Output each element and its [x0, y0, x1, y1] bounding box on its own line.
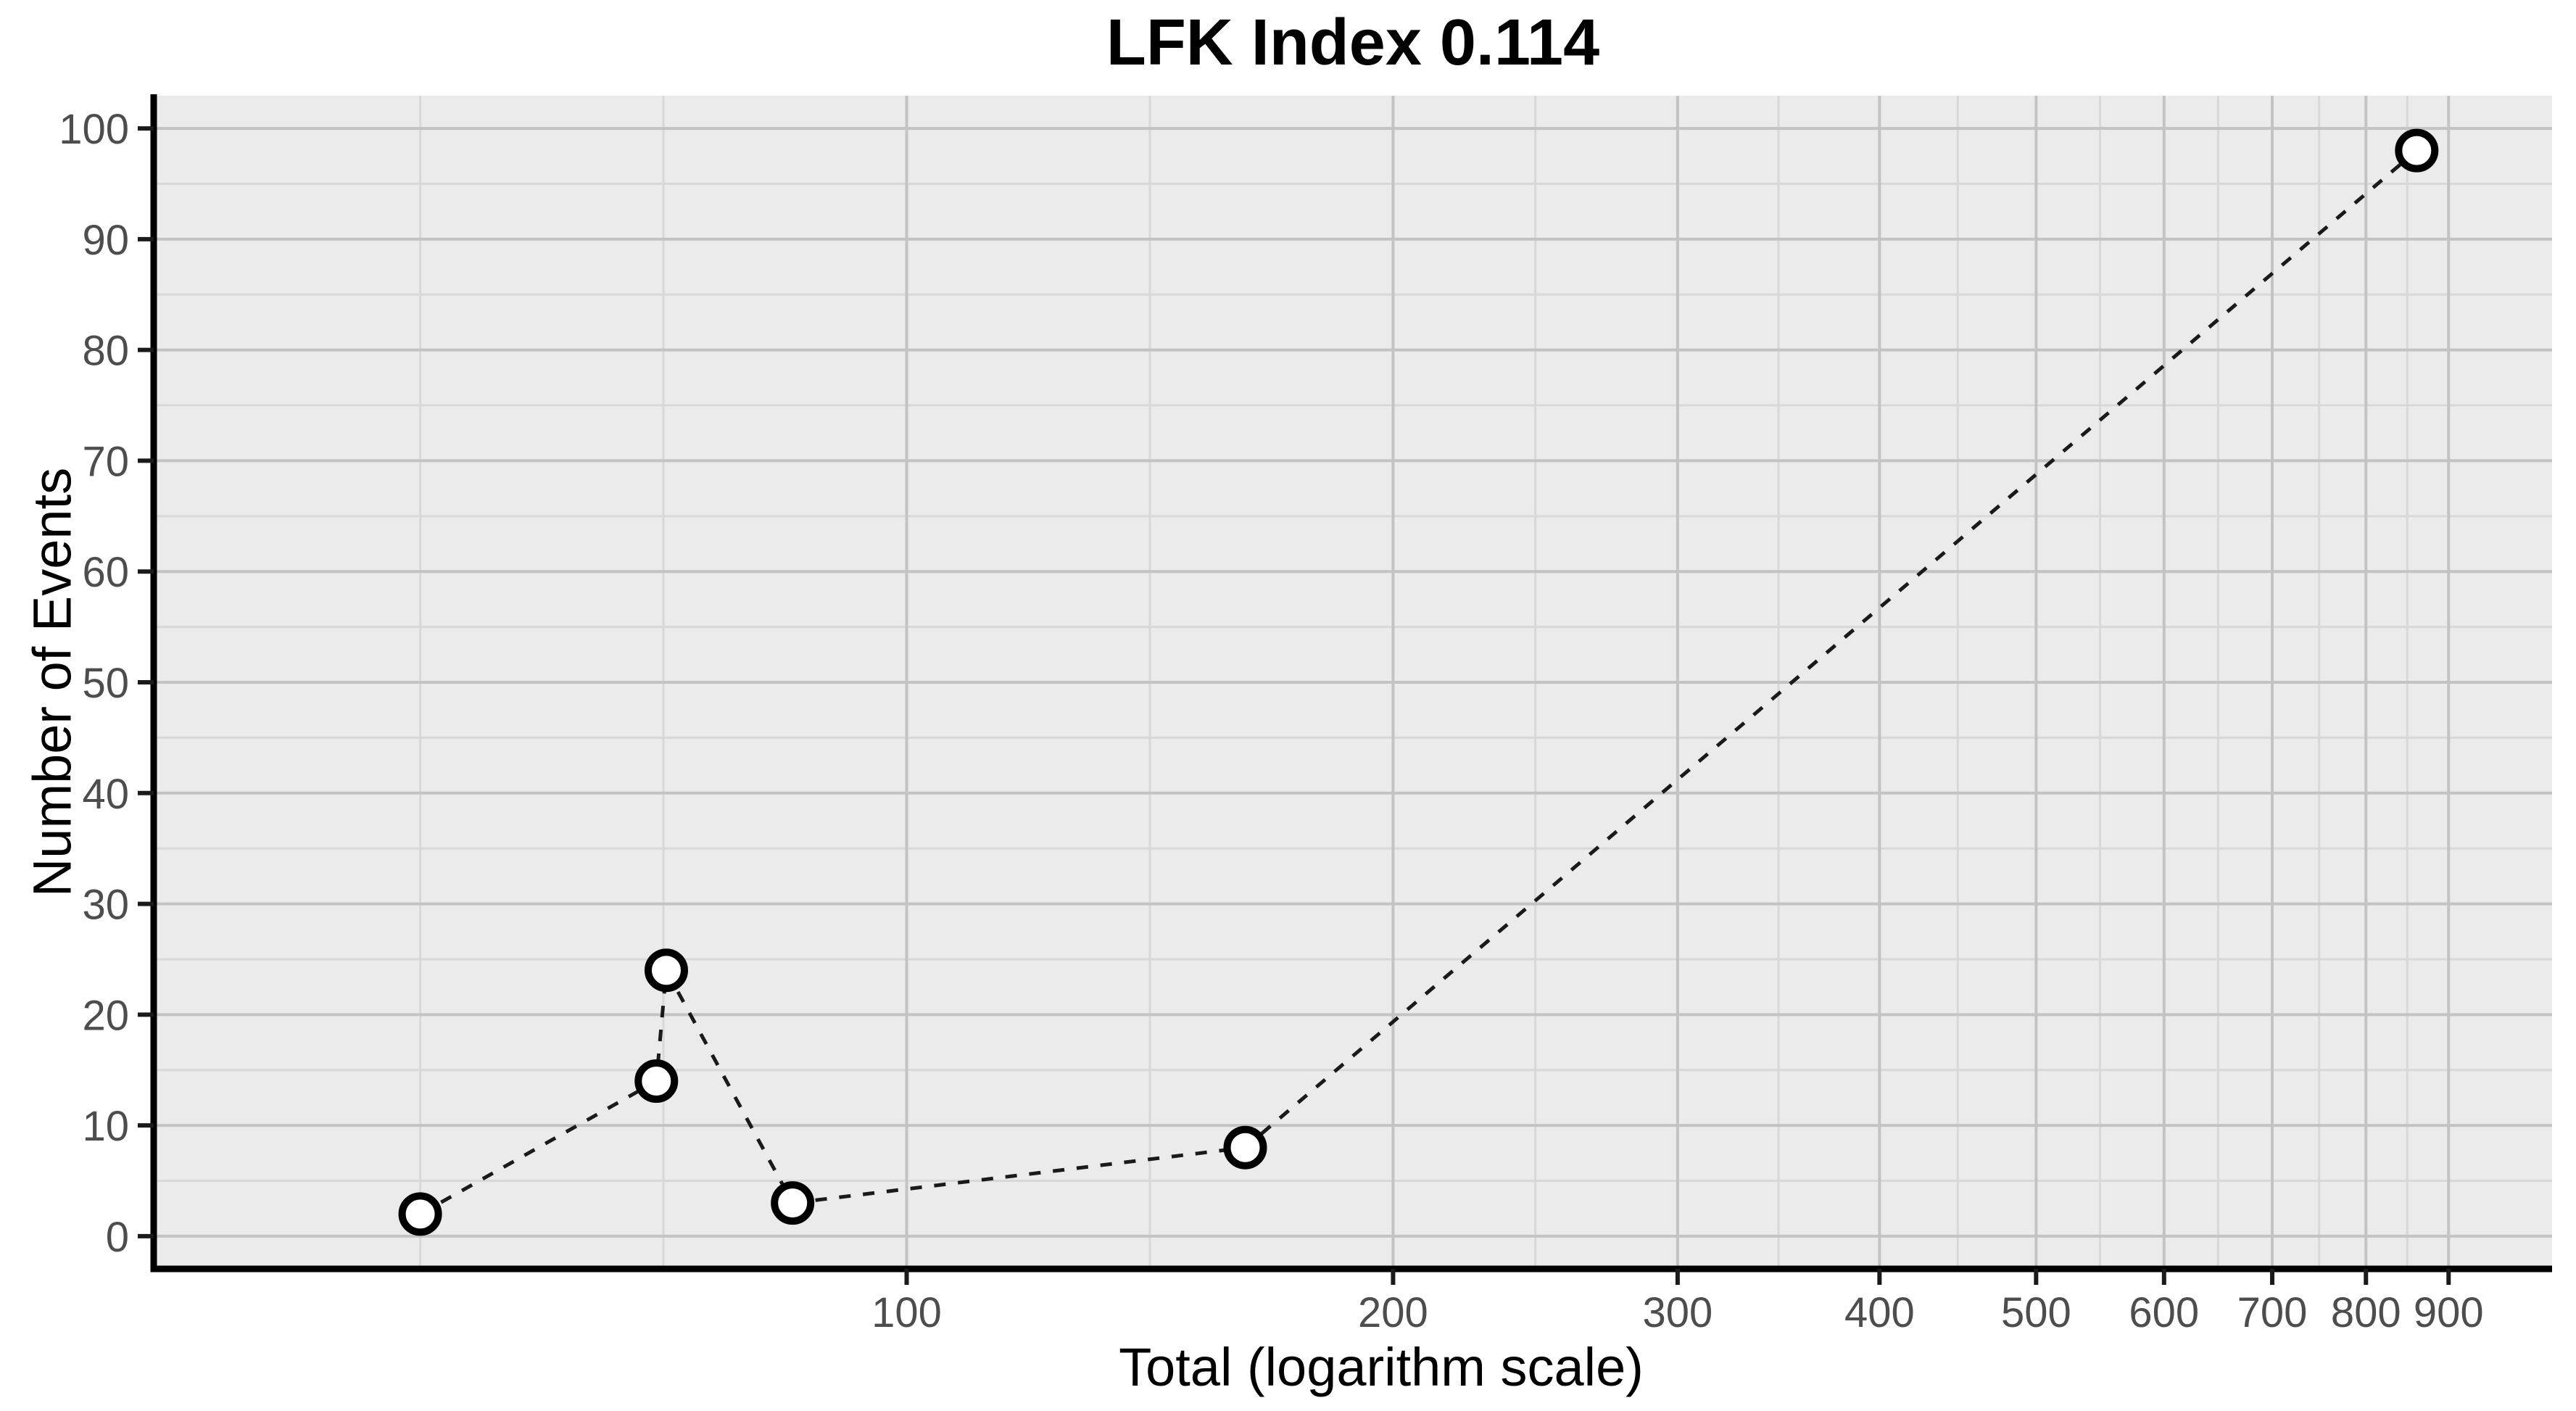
series-dashed-line	[419, 149, 2418, 1216]
data-point-marker	[634, 1059, 679, 1103]
data-point-marker	[398, 1192, 442, 1236]
y-tick-label: 0	[106, 1214, 129, 1261]
y-tick-label: 100	[59, 106, 129, 153]
data-point-marker	[2395, 128, 2439, 173]
y-tick-label: 80	[82, 328, 129, 375]
x-tick-label: 500	[2001, 1289, 2071, 1336]
x-tick-label: 100	[871, 1289, 942, 1336]
x-tick-label: 900	[2414, 1289, 2484, 1336]
chart-title: LFK Index 0.114	[1106, 7, 1600, 79]
x-tick-label: 300	[1643, 1289, 1713, 1336]
x-tick-label: 800	[2331, 1289, 2401, 1336]
x-axis-title: Total (logarithm scale)	[1119, 1337, 1644, 1397]
data-point-marker	[645, 948, 688, 993]
data-point-marker	[1223, 1125, 1267, 1170]
y-tick-label: 70	[82, 438, 129, 485]
y-tick-label: 30	[82, 882, 129, 929]
y-tick-label: 50	[82, 660, 129, 707]
x-tick-label: 700	[2237, 1289, 2308, 1336]
y-tick-label: 20	[82, 992, 129, 1039]
y-tick-label: 40	[82, 771, 129, 818]
data-point-marker	[771, 1181, 815, 1225]
y-tick-label: 90	[82, 217, 129, 264]
y-tick-label: 10	[82, 1103, 129, 1150]
x-tick-label: 600	[2129, 1289, 2199, 1336]
x-tick-label: 200	[1358, 1289, 1428, 1336]
y-tick-label: 60	[82, 549, 129, 596]
x-tick-label: 400	[1844, 1289, 1915, 1336]
